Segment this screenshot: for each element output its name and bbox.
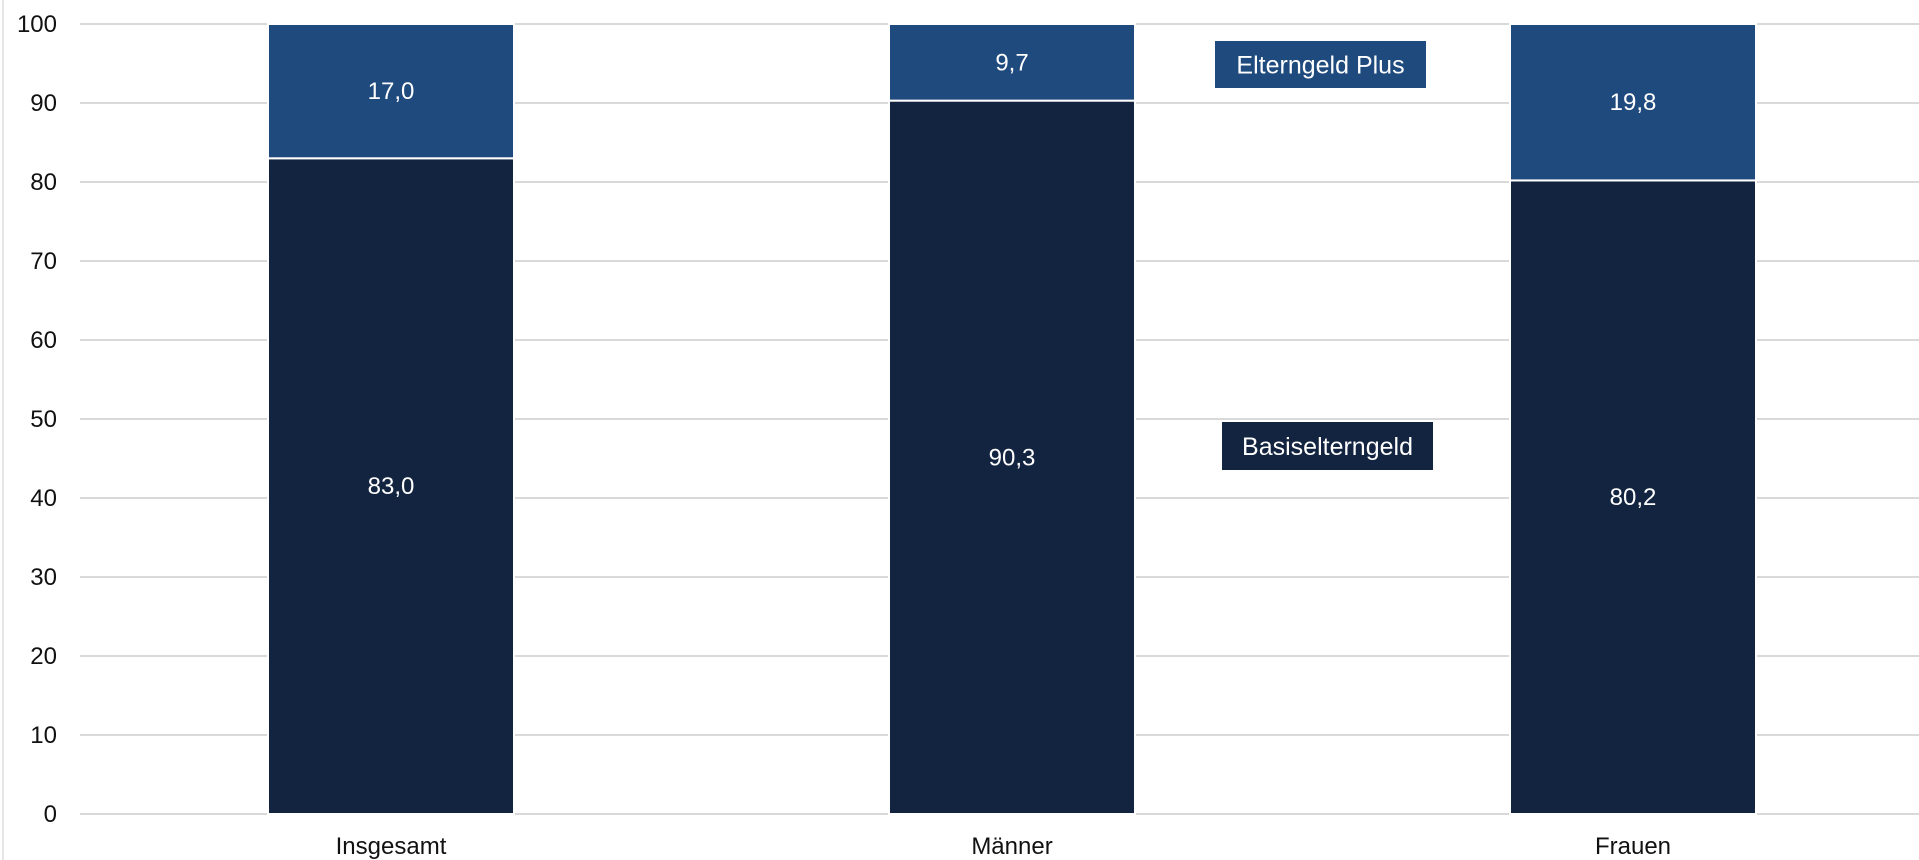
- legend-label-elterngeld-plus: Elterngeld Plus: [1236, 52, 1404, 80]
- y-tick-label: 100: [17, 11, 57, 38]
- bar-basiselterngeld: [1509, 179, 1757, 816]
- y-tick-label: 10: [30, 722, 57, 749]
- x-axis-labels: Insgesamt Männer Frauen: [336, 833, 1671, 860]
- legend-label-basiselterngeld: Basiselterngeld: [1242, 433, 1413, 461]
- y-tick-label: 40: [30, 485, 57, 512]
- data-label: 90,3: [989, 444, 1036, 471]
- y-tick-label: 30: [30, 564, 57, 591]
- data-label: 83,0: [368, 473, 415, 500]
- y-tick-label: 80: [30, 169, 57, 196]
- data-label: 19,8: [1610, 89, 1657, 116]
- data-label: 17,0: [368, 78, 415, 105]
- bar-elterngeld-plus: [267, 23, 515, 160]
- y-tick-label: 70: [30, 248, 57, 275]
- bar-basiselterngeld: [888, 99, 1136, 815]
- legend-box-elterngeld-plus: [1215, 41, 1426, 88]
- bars: 83,0 17,0 90,3 9,7 80,2 19,8: [267, 23, 1757, 816]
- y-axis-ticks: 0 10 20 30 40 50 60 70 80 90 100: [17, 11, 57, 828]
- bar-elterngeld-plus: [1509, 23, 1757, 182]
- y-tick-label: 60: [30, 327, 57, 354]
- category-label: Frauen: [1595, 833, 1671, 860]
- data-label: 80,2: [1610, 484, 1657, 511]
- y-tick-label: 0: [44, 801, 57, 828]
- data-label: 9,7: [995, 49, 1028, 76]
- y-tick-label: 90: [30, 90, 57, 117]
- bar-elterngeld-plus: [888, 23, 1136, 102]
- category-label: Männer: [971, 833, 1052, 860]
- legend: Elterngeld Plus Basiselterngeld: [1215, 41, 1433, 470]
- category-label: Insgesamt: [336, 833, 447, 860]
- bar-basiselterngeld: [267, 157, 515, 816]
- legend-box-basiselterngeld: [1222, 422, 1433, 470]
- y-tick-label: 50: [30, 406, 57, 433]
- left-edge-line: [2, 0, 4, 860]
- y-tick-label: 20: [30, 643, 57, 670]
